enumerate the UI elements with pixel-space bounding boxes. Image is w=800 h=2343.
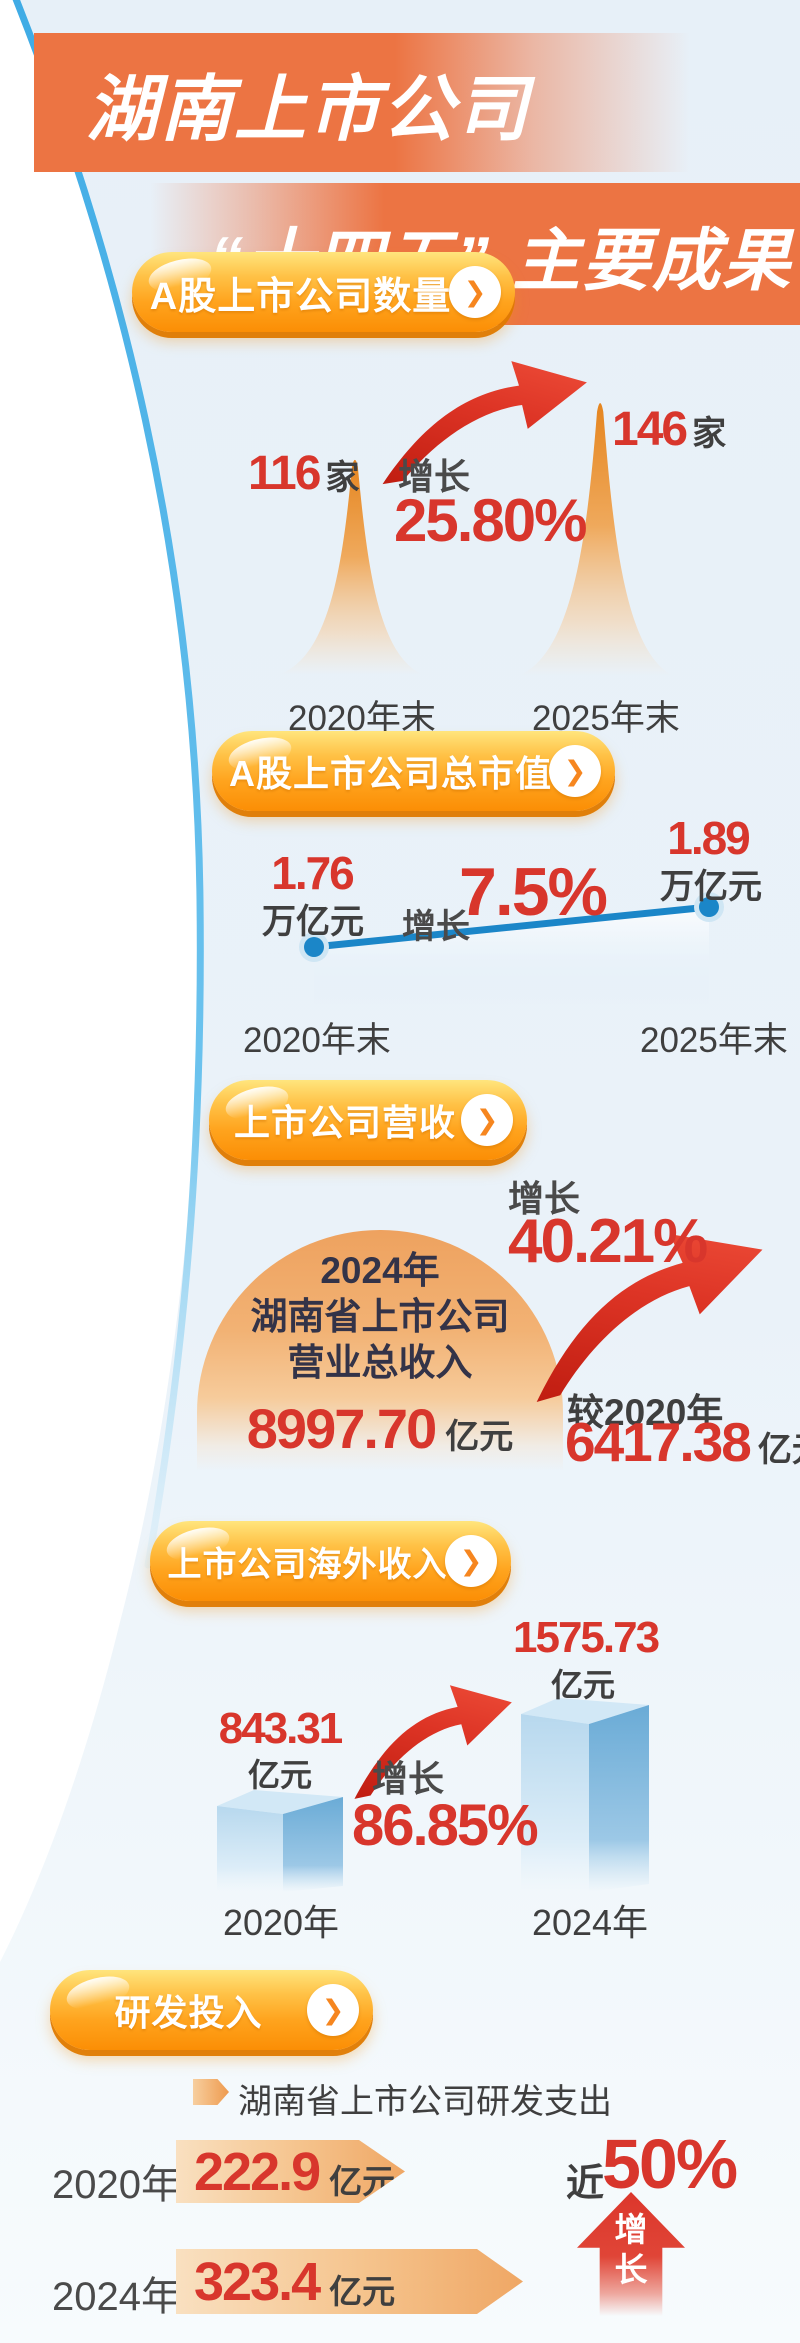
revenue-compare-value-row: 6417.38 亿元 (565, 1410, 800, 1474)
header-banner-1: 湖南上市公司 (34, 33, 690, 172)
count-start-value: 116 家 (248, 446, 359, 501)
revenue-dome-line1: 2024年 (320, 1250, 440, 1291)
section-rd-pill[interactable]: 研发投入 ❯ (50, 1970, 373, 2050)
marketcap-growth-value: 7.5% (459, 854, 608, 930)
revenue-dome-value: 8997.70 (246, 1397, 437, 1460)
revenue-compare-unit: 亿元 (757, 1431, 800, 1469)
rd-row1-value: 222.9 (194, 2141, 320, 2202)
count-end-unit: 家 (692, 415, 727, 453)
growth-swoosh-arrow (382, 361, 587, 485)
overseas-end-axis-label: 2024年 (531, 1902, 649, 1943)
marketcap-end-unit: 万亿元 (660, 868, 762, 906)
count-growth-label: 增长 (398, 456, 471, 497)
overseas-growth-value: 86.85% (352, 1793, 539, 1858)
rd-bar-2020: 222.9 亿元 (176, 2140, 405, 2203)
section-rd-pill-label: 研发投入 (114, 1992, 263, 2033)
marketcap-end-number: 1.89 (667, 812, 751, 864)
revenue-growth-value: 40.21% (508, 1207, 708, 1276)
up-arrow-text-2: 长 (614, 2251, 648, 2288)
marketcap-start-number: 1.76 (271, 847, 355, 899)
marketcap-end-axis-label: 2025年末 (640, 1021, 788, 1060)
revenue-compare-label: 较2020年 (567, 1392, 724, 1433)
revenue-dome-unit: 亿元 (445, 1418, 514, 1456)
revenue-compare-number: 6417.38 (565, 1411, 752, 1473)
overseas-end-unit: 亿元 (550, 1667, 615, 1703)
overseas-start-axis-label: 2020年 (222, 1902, 340, 1943)
peak-2025-shape (518, 403, 674, 676)
count-start-unit: 家 (325, 459, 360, 497)
revenue-dome-shape: 2024年 湖南省上市公司 营业总收入 8997.70 亿元 (197, 1230, 563, 1470)
growth-swoosh-arrow (536, 1234, 763, 1402)
revenue-dome-line3: 营业总收入 (287, 1342, 473, 1383)
rd-bar-2024: 323.4 亿元 (176, 2249, 523, 2314)
count-start-number: 116 (248, 447, 321, 500)
rd-growth-value: 50% (602, 2125, 738, 2203)
chevron-right-icon[interactable]: ❯ (307, 1984, 359, 2036)
chevron-right-icon[interactable]: ❯ (549, 745, 601, 797)
count-growth-value: 25.80% (394, 487, 587, 554)
rd-growth-prefix: 近 (566, 2163, 605, 2205)
chevron-right-icon[interactable]: ❯ (445, 1535, 497, 1587)
bar-2024 (521, 1698, 649, 1892)
rd-row2-label: 2024年 (52, 2275, 181, 2319)
rd-row1-label: 2020年 (52, 2163, 181, 2207)
count-end-value: 146 家 (612, 402, 726, 457)
chevron-right-icon[interactable]: ❯ (449, 266, 501, 318)
section-marketcap-pill[interactable]: A股上市公司总市值 ❯ (212, 731, 615, 811)
overseas-bars-3d (217, 1698, 649, 1892)
marketcap-start-unit: 万亿元 (262, 903, 364, 941)
data-point-2025 (699, 897, 719, 917)
marketcap-line-chart (299, 892, 724, 1005)
overseas-end-number: 1575.73 (513, 1613, 660, 1662)
chevron-right-icon[interactable]: ❯ (461, 1094, 513, 1146)
growth-swoosh-arrow (354, 1685, 512, 1799)
revenue-dome-line2: 湖南省上市公司 (250, 1296, 510, 1337)
overseas-growth-label: 增长 (372, 1758, 445, 1799)
count-end-number: 146 (612, 403, 688, 456)
section-count-pill[interactable]: A股上市公司数量 ❯ (132, 252, 515, 332)
rd-row2-value: 323.4 (194, 2251, 320, 2312)
data-point-2020 (304, 937, 324, 957)
rd-row2-unit: 亿元 (329, 2272, 396, 2310)
marketcap-start-axis-label: 2020年末 (243, 1021, 391, 1060)
rd-subtitle: 湖南省上市公司研发支出 (238, 2083, 612, 2121)
overseas-start-unit: 亿元 (247, 1757, 312, 1793)
bar-2020 (217, 1790, 343, 1892)
overseas-start-number: 843.31 (218, 1704, 344, 1753)
revenue-growth-label: 增长 (508, 1178, 581, 1219)
section-revenue-pill[interactable]: 上市公司营收 ❯ (209, 1080, 527, 1160)
up-arrow-text-1: 增 (614, 2211, 648, 2248)
peak-2020-shape (278, 459, 424, 675)
section-overseas-pill[interactable]: 上市公司海外收入 ❯ (150, 1521, 511, 1601)
marketcap-growth-label: 增长 (402, 908, 470, 946)
page-title-line1: 湖南上市公司 (86, 70, 531, 150)
